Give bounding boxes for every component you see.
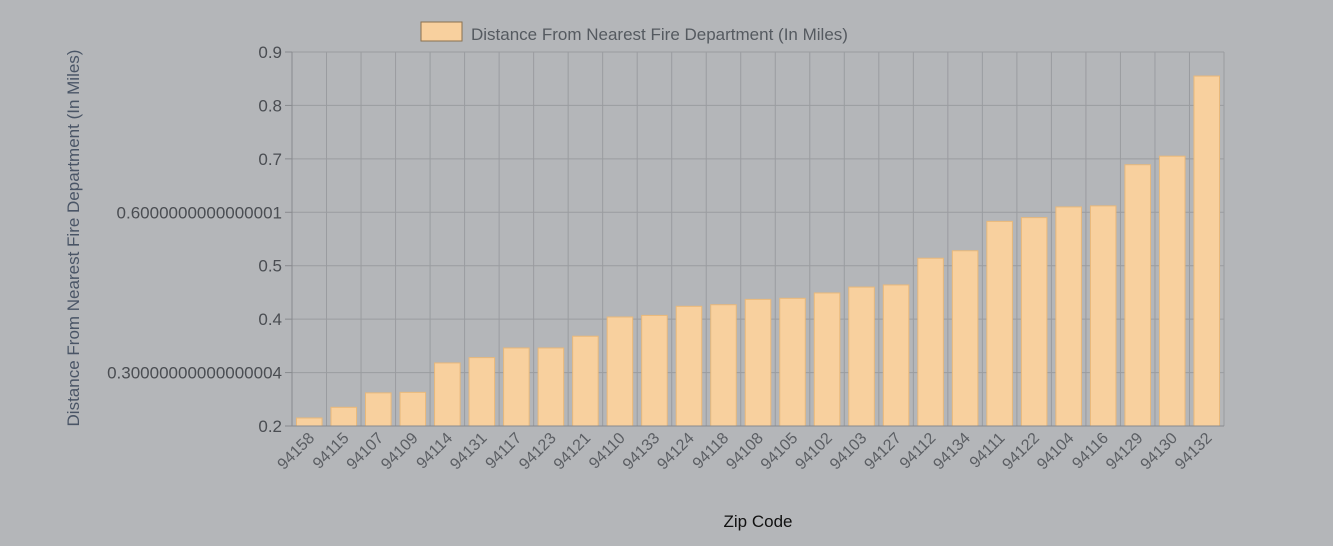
x-tick-label: 94109 [378, 430, 422, 474]
bar-94104[interactable] [1055, 206, 1082, 427]
x-tick-label: 94105 [758, 430, 802, 474]
x-tick-label: 94158 [275, 430, 319, 474]
bar-94127[interactable] [882, 284, 910, 427]
grid [291, 51, 1225, 427]
x-tick-label: 94107 [344, 430, 388, 474]
bar-94134[interactable] [951, 250, 979, 427]
x-tick-label: 94110 [586, 430, 629, 473]
x-tick-label: 94104 [1034, 430, 1078, 474]
x-tick-label: 94122 [999, 430, 1043, 474]
bar-94158[interactable] [295, 417, 323, 427]
bar-94110[interactable] [606, 316, 634, 427]
bar-94116[interactable] [1089, 205, 1117, 427]
bar-94122[interactable] [1020, 217, 1048, 427]
bar-94103[interactable] [848, 286, 875, 427]
bar-94102[interactable] [813, 292, 841, 427]
y-axis-label: Distance From Nearest Fire Department (I… [64, 50, 83, 427]
legend-swatch[interactable] [420, 21, 463, 42]
bar-94115[interactable] [330, 406, 358, 427]
bar-94118[interactable] [710, 304, 737, 427]
x-tick-label: 94116 [1069, 430, 1112, 473]
x-tick-label: 94121 [551, 430, 595, 474]
bar-94130[interactable] [1158, 155, 1186, 427]
x-tick-label: 94118 [690, 430, 733, 473]
bar-94121[interactable] [572, 335, 599, 427]
x-axis-label: Zip Code [724, 512, 793, 531]
bar-94109[interactable] [399, 391, 427, 427]
y-tick-label: 0.4 [258, 310, 282, 329]
y-tick-label: 0.8 [258, 96, 282, 115]
y-tick-label: 0.7 [258, 150, 282, 169]
x-tick-label: 94114 [414, 430, 457, 473]
x-tick-label: 94133 [620, 430, 664, 474]
bar-94105[interactable] [779, 297, 806, 427]
x-tick-label: 94134 [930, 430, 974, 474]
x-tick-label: 94102 [792, 430, 836, 474]
bar-94133[interactable] [641, 314, 668, 427]
x-tick-label: 94124 [654, 430, 698, 474]
legend[interactable]: Distance From Nearest Fire Department (I… [420, 21, 848, 44]
bar-94108[interactable] [744, 298, 772, 427]
legend-label[interactable]: Distance From Nearest Fire Department (I… [471, 25, 848, 44]
y-tick-label: 0.6000000000000001 [117, 203, 282, 222]
y-tick-label: 0.2 [258, 417, 282, 436]
x-tick-label: 94123 [516, 430, 560, 474]
x-tick-label: 94131 [447, 430, 491, 474]
x-tick-label: 94117 [483, 430, 526, 473]
bar-94112[interactable] [917, 257, 944, 427]
y-tick-label: 0.9 [258, 43, 282, 62]
x-tick-label: 94108 [723, 430, 767, 474]
x-tick-label: 94130 [1138, 430, 1182, 474]
x-tick-label: 94103 [827, 430, 871, 474]
bar-94124[interactable] [675, 305, 703, 427]
x-tick-label: 94132 [1172, 430, 1216, 474]
bar-94114[interactable] [434, 362, 461, 427]
bars [295, 75, 1221, 427]
bar-94131[interactable] [468, 357, 496, 427]
bar-94107[interactable] [365, 392, 392, 427]
x-tick-label: 94127 [861, 430, 905, 474]
bar-94129[interactable] [1124, 164, 1151, 427]
bar-94111[interactable] [986, 220, 1013, 427]
bar-94132[interactable] [1193, 75, 1221, 427]
x-tick-label: 94129 [1103, 430, 1147, 474]
bar-94123[interactable] [537, 347, 565, 427]
x-tick-label: 94112 [897, 430, 940, 473]
bar-94117[interactable] [503, 347, 530, 427]
y-tick-label: 0.5 [258, 257, 282, 276]
x-tick-label: 94115 [310, 430, 353, 473]
y-tick-label: 0.30000000000000004 [107, 364, 282, 383]
